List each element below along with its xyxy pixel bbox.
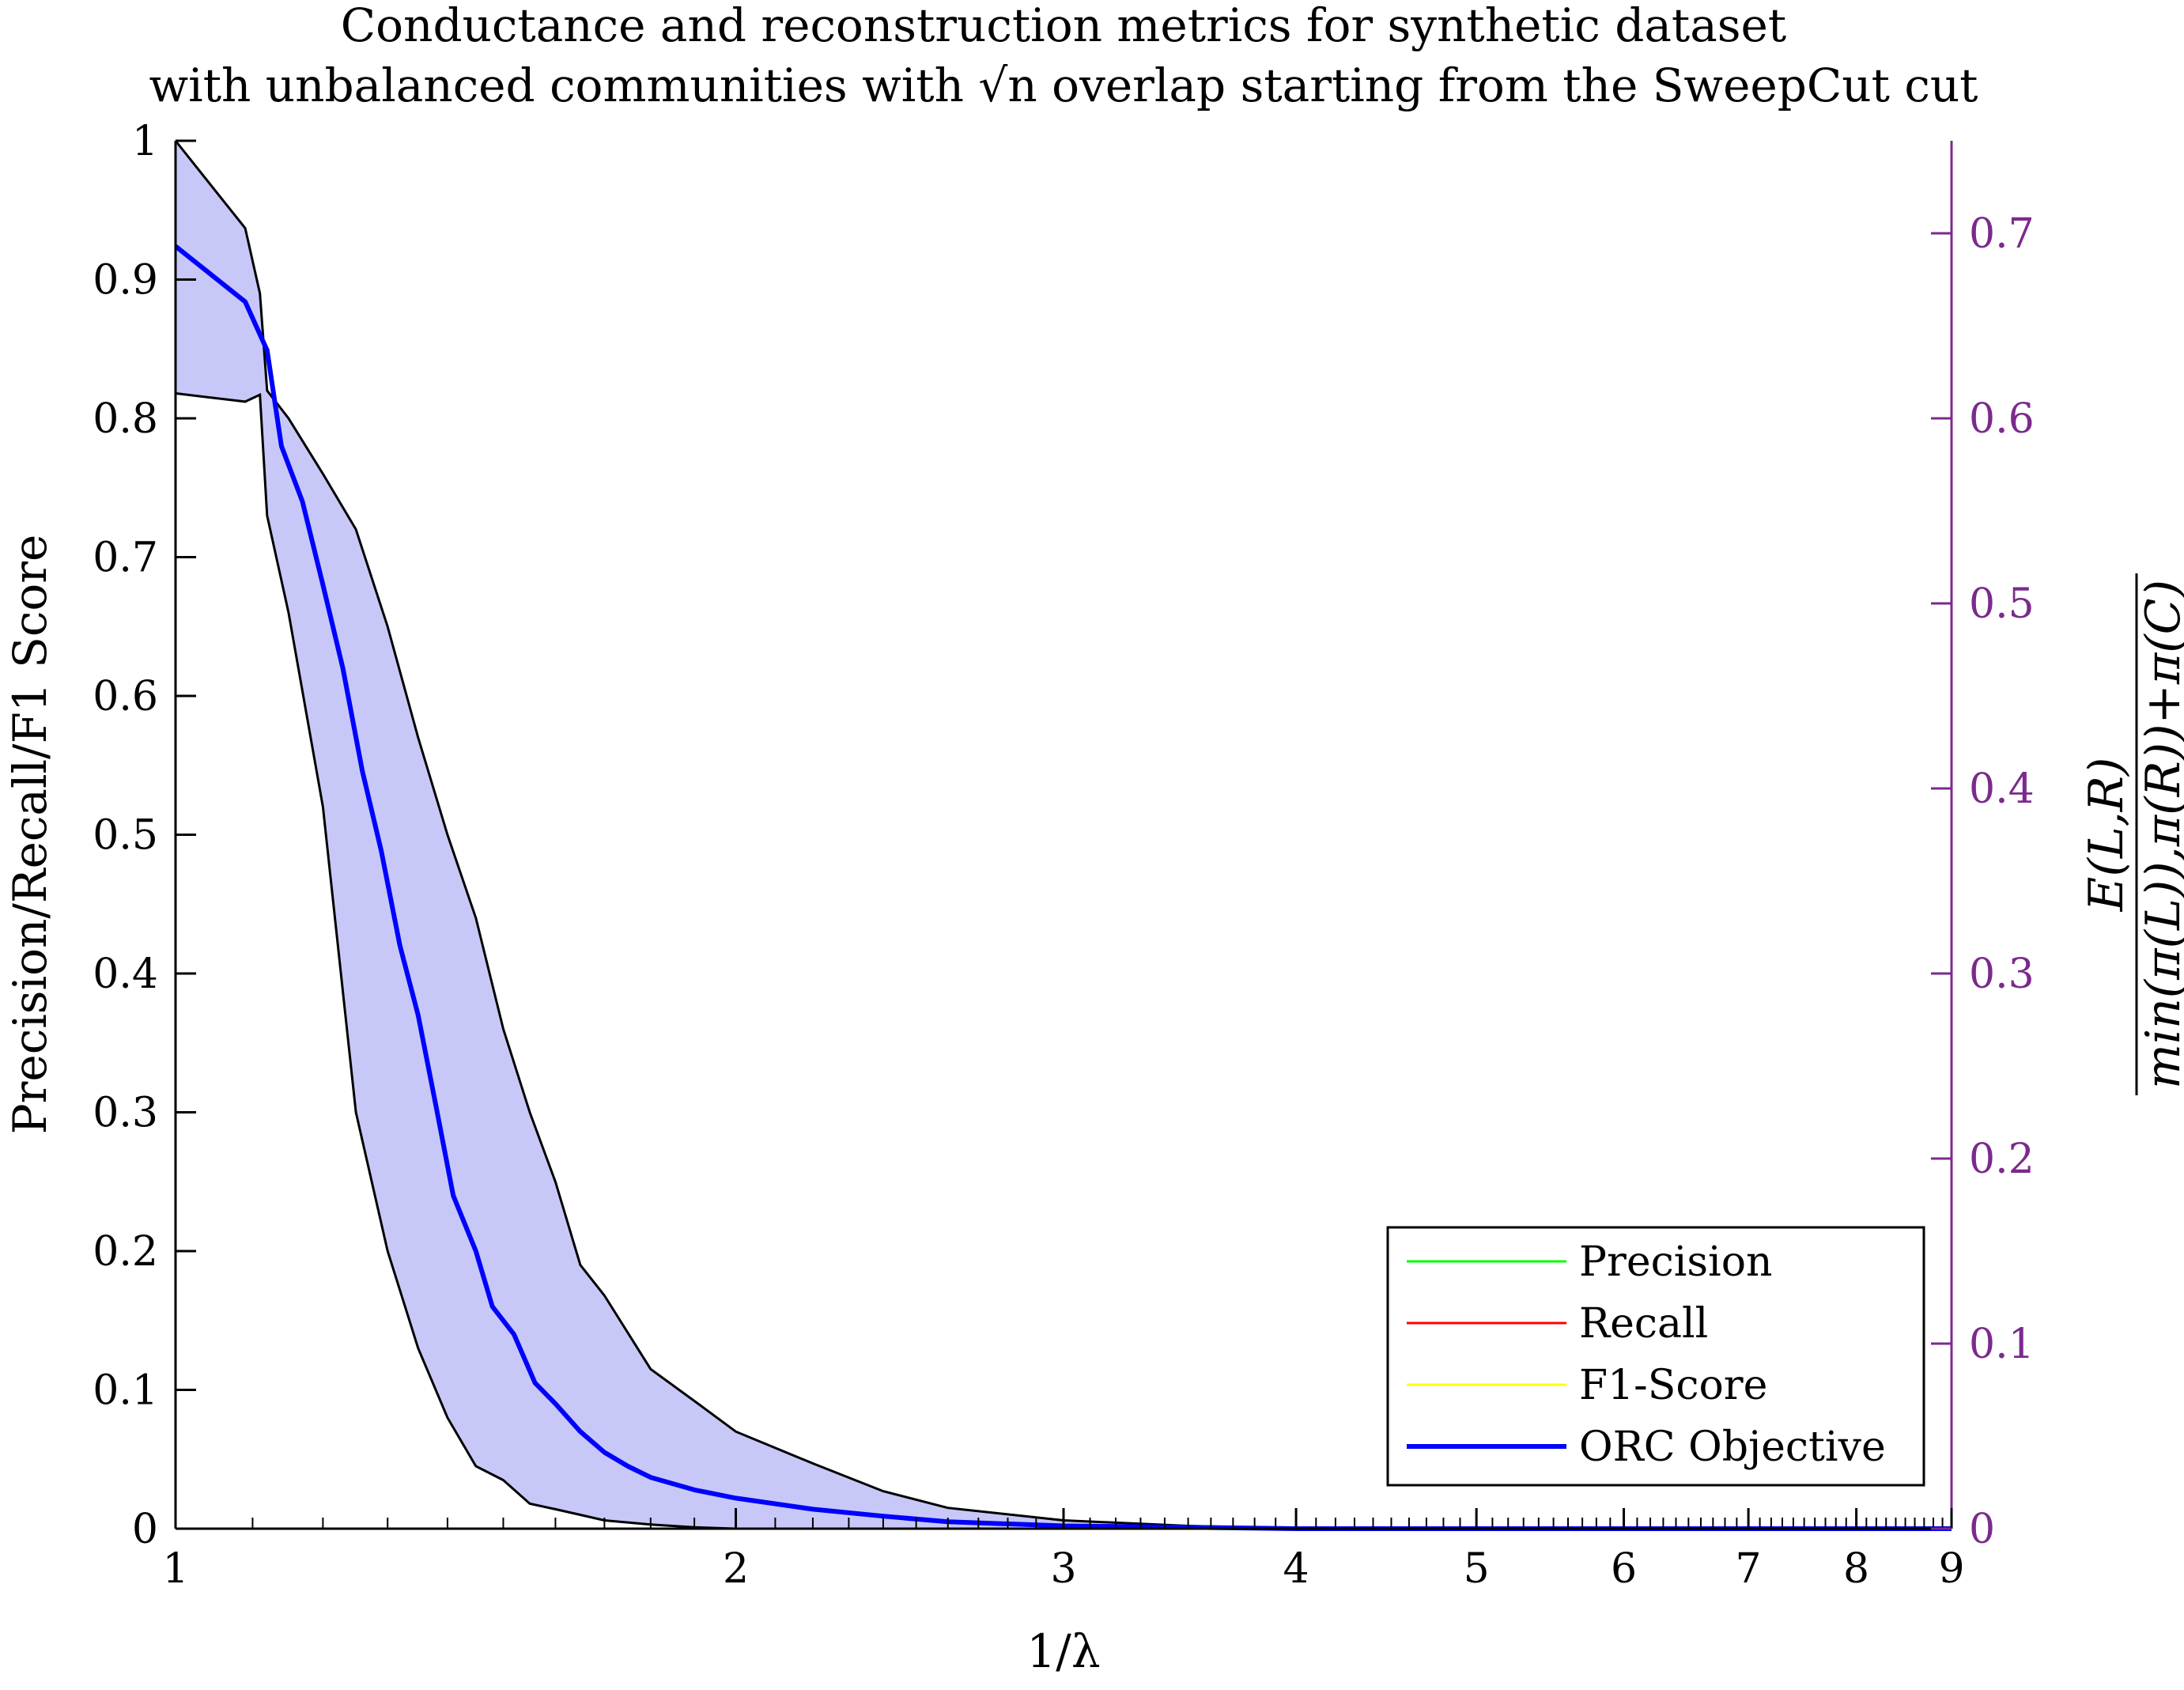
x-tick-label: 9: [1938, 1545, 1964, 1593]
y-tick-label: 0.1: [93, 1367, 158, 1415]
y-right-tick-label: 0.5: [1969, 580, 2035, 628]
legend-label-orc-objective: ORC Objective: [1579, 1423, 1886, 1471]
y-right-tick-label: 0.7: [1969, 210, 2035, 258]
y-axis-label: Precision/Recall/F1 Score: [3, 535, 57, 1135]
y-right-tick-label: 0.6: [1969, 395, 2035, 443]
series-line-orc-objective: [174, 244, 1952, 1531]
chart-title-line-2: with unbalanced communities with √n over…: [149, 59, 1978, 112]
x-tick-label: 8: [1843, 1545, 1869, 1593]
legend: Precision Recall F1-Score ORC Objective: [1386, 1226, 1925, 1487]
x-tick-label: 7: [1736, 1545, 1762, 1593]
legend-label-f1-score: F1-Score: [1579, 1362, 1767, 1409]
y-tick-label: 0.7: [93, 535, 158, 582]
x-axis-ticks: 1 2 3 4 5 6 7 8 9: [162, 1508, 1965, 1593]
legend-label-recall: Recall: [1579, 1300, 1708, 1348]
y-right-axis-label: E(L,R) min(π(L)),π(R))+π(C): [2079, 573, 2184, 1095]
x-tick-label: 1: [162, 1545, 188, 1593]
y-tick-label: 1: [132, 118, 158, 165]
x-tick-label: 5: [1464, 1545, 1490, 1593]
axis-labels: 1/λ Precision/Recall/F1 Score E(L,R) min(π(…: [3, 535, 2184, 1678]
series-lines: [174, 244, 1952, 1531]
y-right-tick-label: 0.3: [1969, 951, 2035, 998]
x-tick-label: 6: [1611, 1545, 1637, 1593]
band-upper-edge: [174, 140, 1952, 1530]
y-tick-label: 0.9: [93, 257, 158, 304]
y-right-tick-label: 0.2: [1969, 1136, 2035, 1183]
y-right-axis-ticks: 0 0.1 0.2 0.3 0.4 0.5 0.6 0.7: [1931, 210, 2035, 1553]
legend-label-precision: Precision: [1579, 1238, 1773, 1286]
y-right-tick-label: 0.1: [1969, 1321, 2035, 1368]
chart-title-line-1: Conductance and reconstruction metrics f…: [341, 0, 1786, 52]
y-tick-label: 0.3: [93, 1090, 158, 1137]
y-right-tick-label: 0.4: [1969, 766, 2035, 813]
x-tick-label: 3: [1050, 1545, 1076, 1593]
legend-box: [1386, 1226, 1925, 1487]
y-right-tick-label: 0: [1969, 1506, 1995, 1553]
chart-title: Conductance and reconstruction metrics f…: [149, 0, 1978, 112]
y-tick-label: 0.5: [93, 812, 158, 860]
y-tick-label: 0.8: [93, 395, 158, 443]
x-tick-label: 2: [723, 1545, 749, 1593]
y-tick-label: 0.2: [93, 1228, 158, 1276]
y-right-label-denominator: min(π(L)),π(R))+π(C): [2136, 580, 2184, 1089]
y-right-label-numerator: E(L,R): [2079, 758, 2134, 913]
y-tick-label: 0: [132, 1506, 158, 1553]
y-tick-label: 0.6: [93, 673, 158, 720]
y-axis-ticks: 0 0.1 0.2 0.3 0.4 0.5 0.6 0.7 0.8 0.9 1: [93, 118, 196, 1553]
y-tick-label: 0.4: [93, 951, 158, 998]
x-axis-label: 1/λ: [1026, 1624, 1100, 1678]
x-tick-label: 4: [1283, 1545, 1309, 1593]
